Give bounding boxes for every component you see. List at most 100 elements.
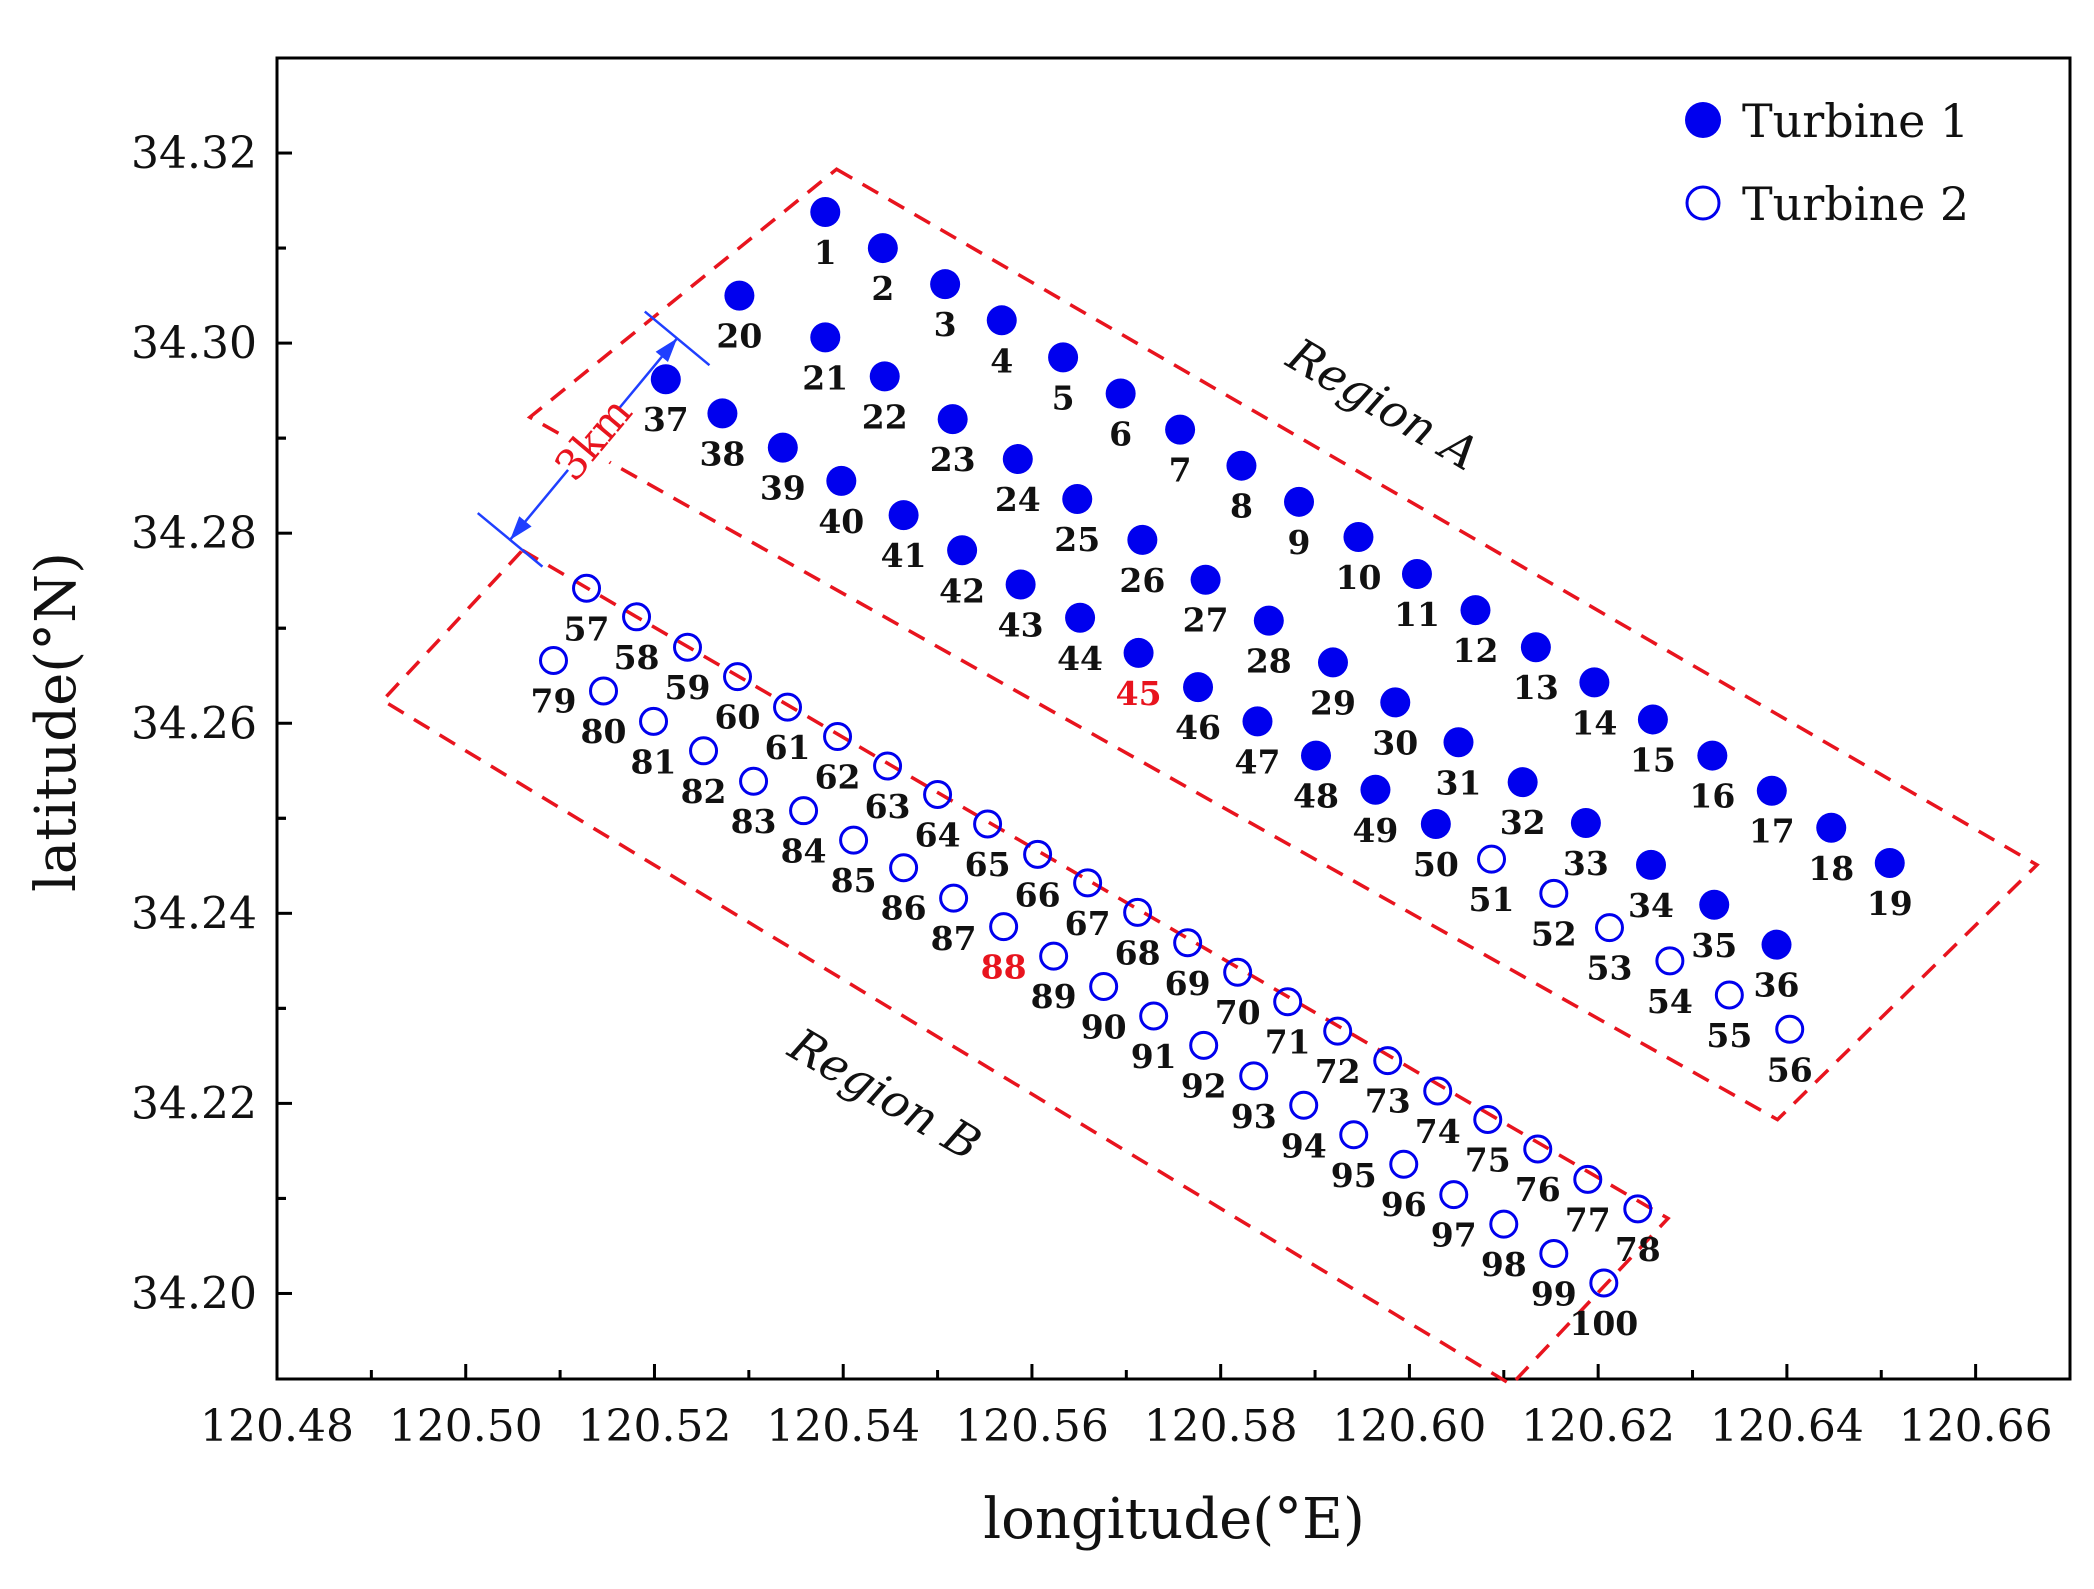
turbine-2-point [1173,928,1203,958]
turbine-2-point [973,809,1003,839]
turbine-1-point [810,322,841,353]
turbine-label: 45 [1116,674,1162,713]
turbine-label: 61 [765,728,811,767]
turbine-2-point [1323,1016,1353,1046]
turbine-label: 1 [814,233,837,272]
turbine-label: 57 [564,609,610,648]
turbine-label: 3 [934,305,957,344]
turbine-label: 48 [1293,777,1339,816]
turbine-2-point [1539,878,1569,908]
turbine-label: 28 [1246,642,1292,681]
turbine-label: 39 [760,469,806,508]
turbine-label: 17 [1749,812,1795,851]
turbine-label: 78 [1615,1230,1661,1269]
turbine-2-point [1189,1030,1219,1060]
turbine-2-point [823,722,853,752]
turbine-label: 19 [1867,884,1913,923]
turbine-1-point [767,432,798,463]
x-tick-label: 120.50 [389,1401,543,1452]
turbine-1-point [1183,672,1214,703]
turbine-2-point [989,912,1019,942]
turbine-label: 79 [531,682,577,721]
turbine-1-point [1190,564,1221,595]
turbine-label: 9 [1288,523,1311,562]
turbine-2-point [1439,1180,1469,1210]
turbine-2-point [723,662,753,692]
turbine-label: 100 [1569,1304,1638,1343]
turbine-2-point [839,825,869,855]
turbine-label: 58 [614,638,660,677]
turbine-label: 44 [1057,639,1103,678]
turbine-1-point [1507,767,1538,798]
turbine-label: 35 [1691,926,1737,965]
y-tick-label: 34.28 [131,508,257,559]
x-tick-label: 120.66 [1899,1401,2053,1452]
turbine-label: 33 [1563,844,1609,883]
turbine-label: 12 [1453,631,1499,670]
plot-frame [275,56,2072,1381]
turbine-2-point [572,573,602,603]
turbine-label: 13 [1513,668,1559,707]
legend-marker-turbine-2 [1685,185,1721,221]
x-tick-label: 120.54 [766,1401,920,1452]
turbine-1-point [1697,740,1728,771]
turbine-label: 52 [1531,914,1577,953]
turbine-label: 77 [1565,1200,1611,1239]
turbine-label: 36 [1754,966,1800,1005]
turbine-label: 99 [1531,1275,1577,1314]
turbine-label: 26 [1119,561,1165,600]
turbine-2-point [1775,1014,1805,1044]
turbine-label: 2 [871,269,894,308]
turbine-1-point [650,364,681,395]
turbine-label: 72 [1315,1052,1361,1091]
x-axis-title: longitude(°E) [983,1487,1365,1552]
turbine-2-point [1714,980,1744,1010]
turbine-label: 74 [1415,1112,1461,1151]
y-tick-label: 34.26 [131,698,257,749]
y-tick-label: 34.24 [131,888,257,939]
turbine-1-point [1360,774,1391,805]
turbine-1-point [1699,889,1730,920]
x-tick-label: 120.64 [1710,1401,1864,1452]
turbine-2-point [673,632,703,662]
turbine-2-point [1039,941,1069,971]
turbine-label: 27 [1183,601,1229,640]
turbine-label: 75 [1465,1141,1511,1180]
turbine-1-point [986,305,1017,336]
turbine-label: 51 [1469,880,1515,919]
turbine-label: 89 [1031,977,1077,1016]
turbine-label: 67 [1065,904,1111,943]
turbine-1-point [826,465,857,496]
turbine-2-point [689,736,719,766]
turbine-label: 54 [1647,982,1693,1021]
turbine-label: 31 [1436,763,1482,802]
turbine-2-point [538,646,568,676]
turbine-1-point [1637,704,1668,735]
turbine-2-point [622,602,652,632]
turbine-2-point [739,766,769,796]
turbine-1-point [1300,740,1331,771]
turbine-label: 97 [1431,1216,1477,1255]
turbine-2-point [939,883,969,913]
distance-end-cap [643,310,711,367]
turbine-1-point [1761,929,1792,960]
turbine-1-point [1460,595,1491,626]
turbine-label: 7 [1169,451,1192,490]
turbine-1-point [1816,812,1847,843]
turbine-label: 4 [990,341,1013,380]
y-axis-title: latitude(°N) [24,552,89,892]
turbine-label: 18 [1808,849,1854,888]
turbine-label: 24 [995,480,1041,519]
distance-arrowhead [655,338,678,362]
turbine-2-point [1489,1209,1519,1239]
turbine-2-point [1594,913,1624,943]
turbine-2-point [1589,1268,1619,1298]
region-b-label: Region B [779,1017,990,1172]
turbine-1-point [1284,486,1315,517]
turbine-2-point [1339,1120,1369,1150]
x-tick-label: 120.48 [200,1401,354,1452]
x-tick-label: 120.56 [955,1401,1109,1452]
turbine-2-point [1473,1105,1503,1135]
turbine-label: 71 [1265,1023,1311,1062]
turbine-1-point [947,535,978,566]
